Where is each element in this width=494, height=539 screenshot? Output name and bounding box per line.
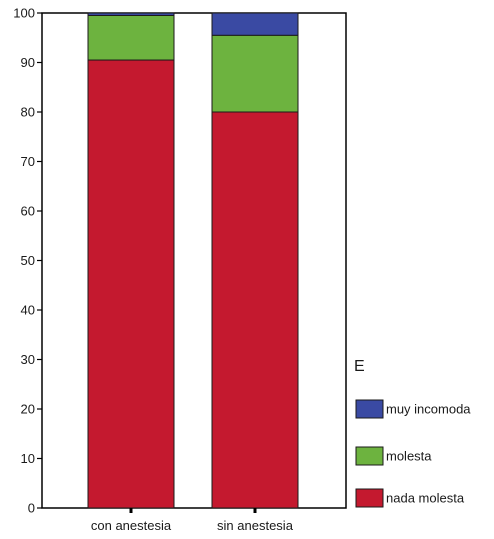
legend-label-muy-incomoda: muy incomoda (386, 402, 471, 417)
x-tick-label: con anestesia (91, 518, 172, 533)
y-tick-label: 80 (21, 105, 35, 120)
legend-label-molesta: molesta (386, 449, 432, 464)
y-tick-label: 50 (21, 253, 35, 268)
x-tick-label: sin anestesia (217, 518, 294, 533)
y-tick-label: 30 (21, 352, 35, 367)
bar-segment-molesta-sin-anestesia (211, 34, 299, 113)
legend-title: E (354, 358, 365, 375)
legend-swatch-molesta (355, 446, 384, 466)
bar-segment-molesta-con-anestesia (87, 14, 175, 61)
legend-label-nada-molesta: nada molesta (386, 491, 465, 506)
y-tick-label: 90 (21, 55, 35, 70)
plot-area (41, 12, 347, 509)
legend-swatch-muy-incomoda (355, 399, 384, 419)
y-tick-label: 10 (21, 451, 35, 466)
y-tick-label: 70 (21, 154, 35, 169)
bar-segment-nada-molesta-sin-anestesia (211, 111, 299, 509)
bar-segment-muy-incomoda-sin-anestesia (211, 12, 299, 36)
y-tick-label: 20 (21, 402, 35, 417)
legend-swatch-nada-molesta (355, 488, 384, 508)
y-tick-label: 0 (28, 501, 35, 516)
x-axis: con anestesia sin anestesia (91, 508, 294, 533)
bar-segment-muy-incomoda-con-anestesia (87, 12, 175, 16)
y-axis: 0 10 20 30 40 50 60 70 80 90 100 (13, 6, 42, 516)
y-tick-label: 100 (13, 6, 35, 21)
bar-segment-nada-molesta-con-anestesia (87, 59, 175, 509)
y-tick-label: 60 (21, 204, 35, 219)
y-tick-label: 40 (21, 303, 35, 318)
